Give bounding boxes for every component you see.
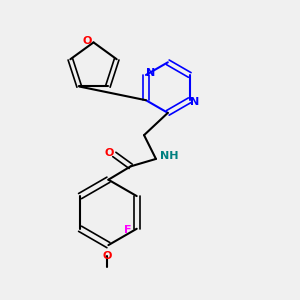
Text: O: O: [102, 250, 112, 260]
Text: N: N: [146, 68, 155, 79]
Text: N: N: [190, 97, 199, 107]
Text: O: O: [104, 148, 114, 158]
Text: F: F: [124, 225, 131, 235]
Text: O: O: [82, 36, 92, 46]
Text: NH: NH: [160, 151, 179, 161]
